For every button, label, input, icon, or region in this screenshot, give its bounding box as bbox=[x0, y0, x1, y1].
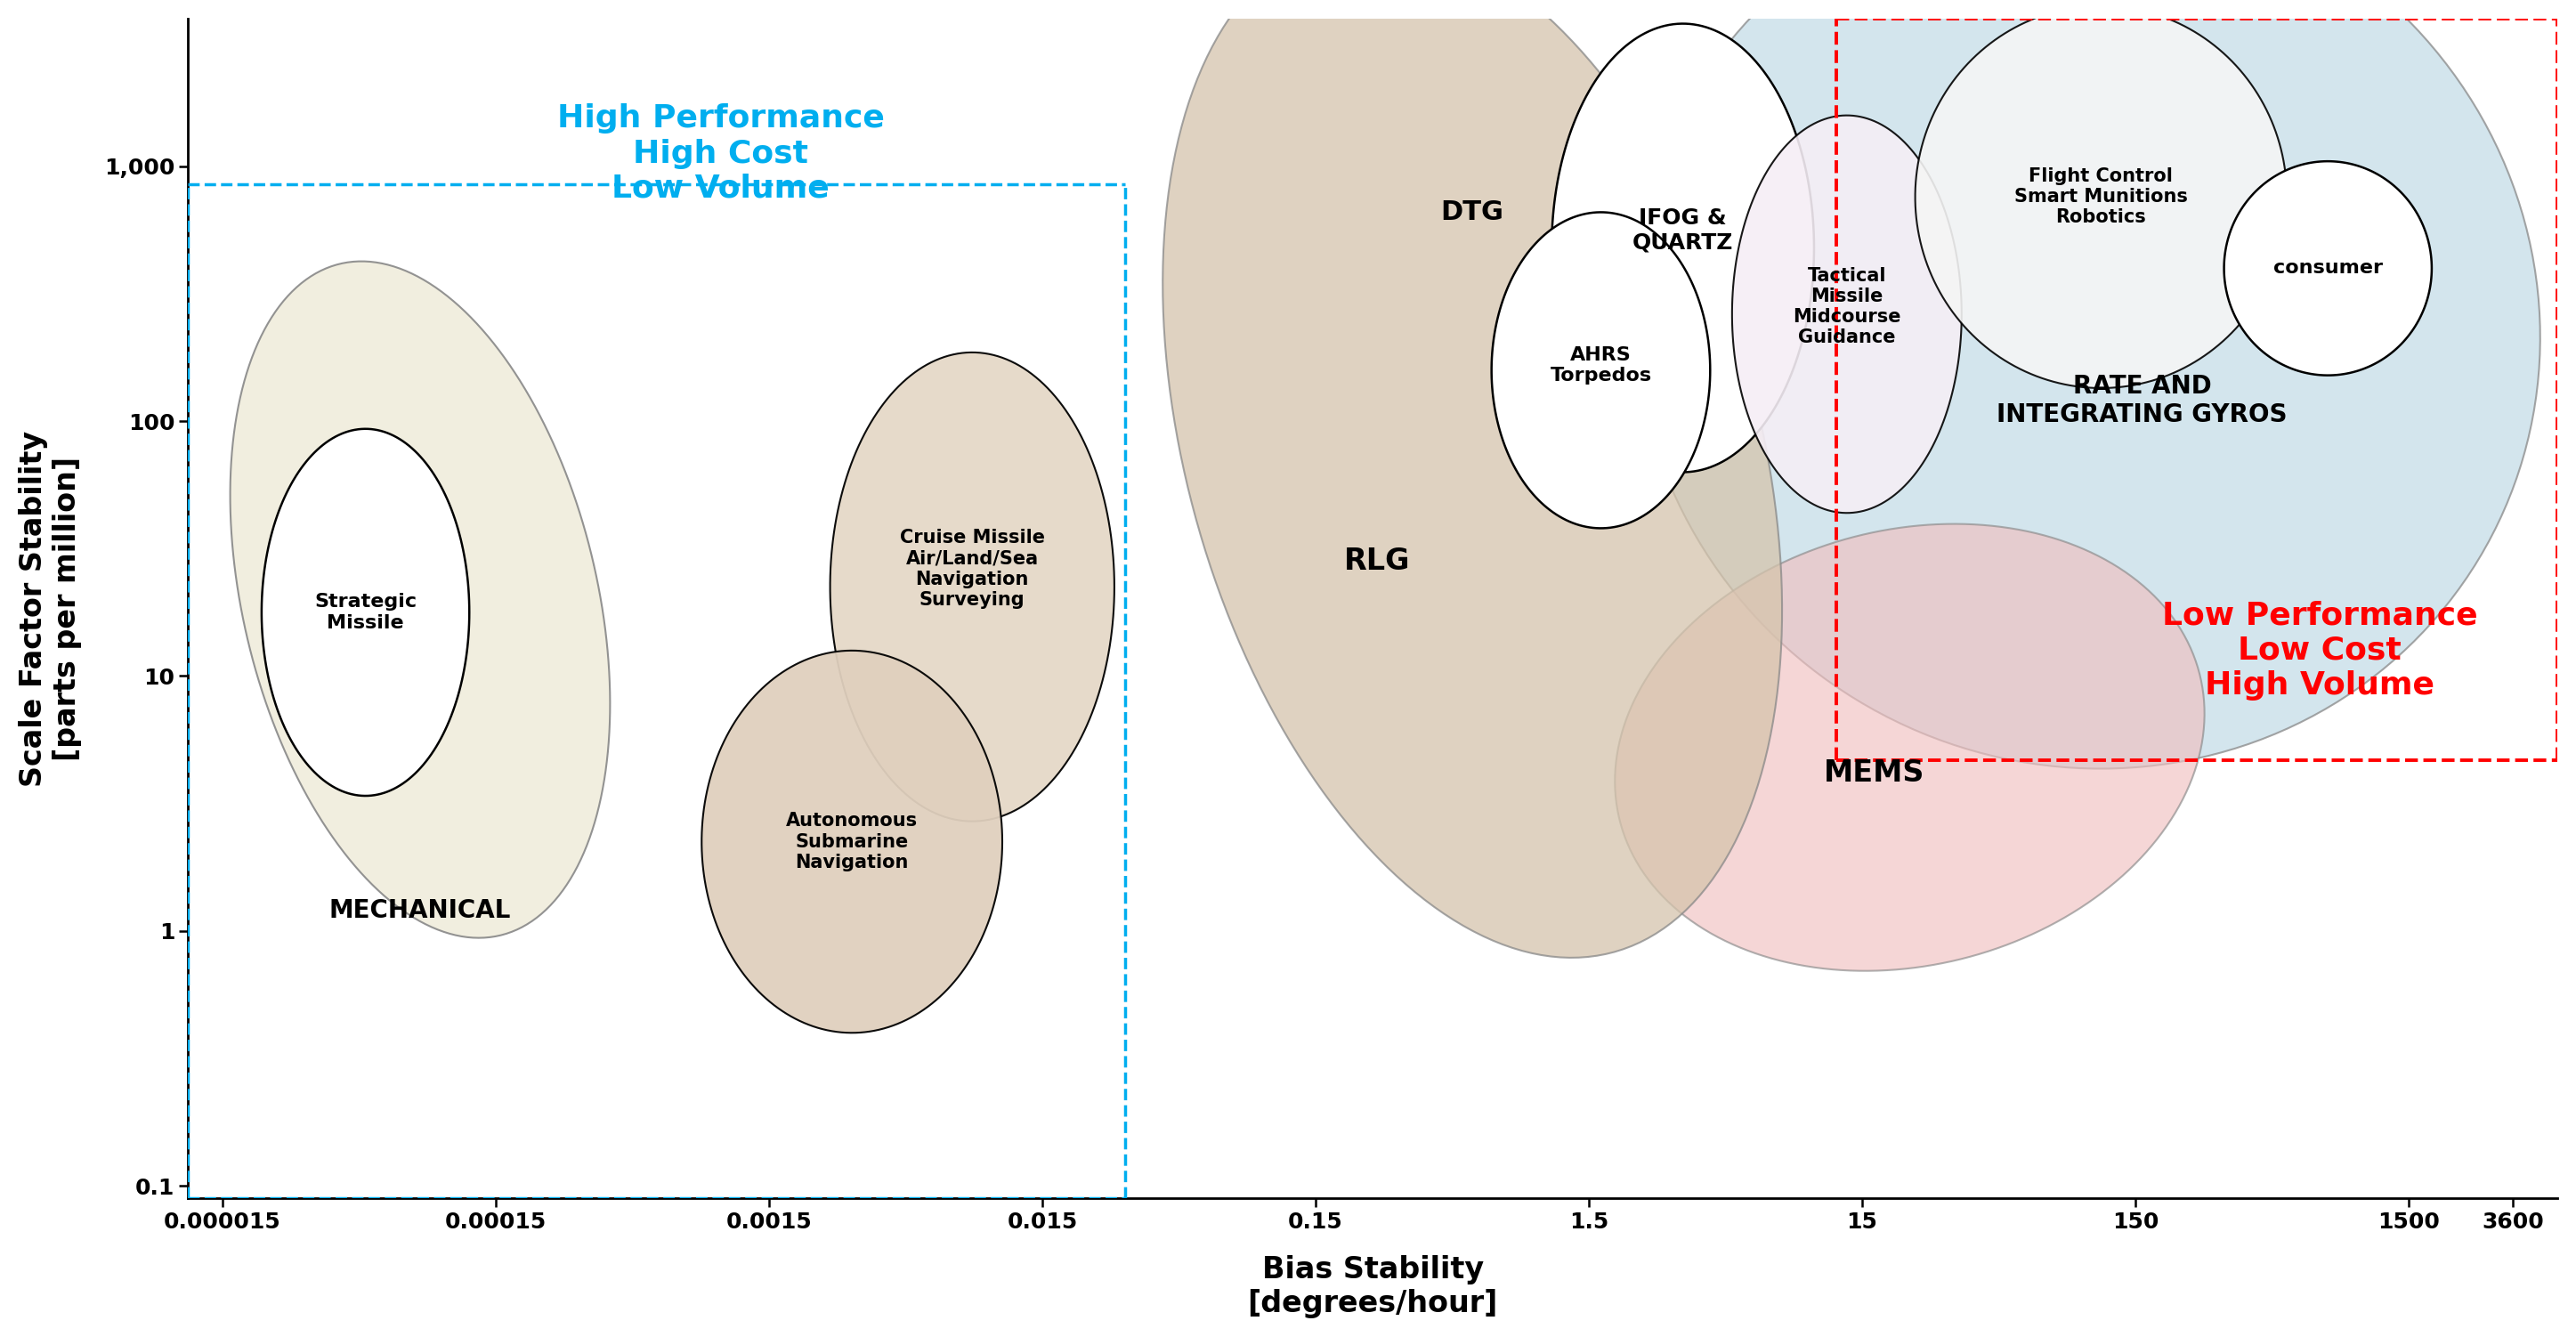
Text: Cruise Missile
Air/Land/Sea
Navigation
Surveying: Cruise Missile Air/Land/Sea Navigation S… bbox=[899, 529, 1046, 608]
Text: AHRS
Torpedos: AHRS Torpedos bbox=[1551, 346, 1651, 384]
Text: MEMS: MEMS bbox=[1824, 758, 1924, 787]
Text: Strategic
Missile: Strategic Missile bbox=[314, 594, 417, 631]
Text: IFOG &
QUARTZ: IFOG & QUARTZ bbox=[1633, 207, 1734, 253]
PathPatch shape bbox=[229, 261, 611, 937]
PathPatch shape bbox=[1551, 24, 1814, 472]
Text: Flight Control
Smart Munitions
Robotics: Flight Control Smart Munitions Robotics bbox=[2014, 167, 2187, 226]
Text: DTG: DTG bbox=[1440, 199, 1504, 225]
PathPatch shape bbox=[1731, 115, 1963, 513]
Text: MECHANICAL: MECHANICAL bbox=[330, 898, 510, 923]
Text: Tactical
Missile
Midcourse
Guidance: Tactical Missile Midcourse Guidance bbox=[1793, 266, 1901, 346]
Text: Autonomous
Submarine
Navigation: Autonomous Submarine Navigation bbox=[786, 812, 917, 872]
PathPatch shape bbox=[2223, 162, 2432, 376]
Text: RATE AND
INTEGRATING GYROS: RATE AND INTEGRATING GYROS bbox=[1996, 374, 2287, 428]
Text: RLG: RLG bbox=[1345, 547, 1409, 576]
PathPatch shape bbox=[829, 353, 1115, 821]
Text: High Performance
High Cost
Low Volume: High Performance High Cost Low Volume bbox=[556, 103, 884, 203]
X-axis label: Bias Stability
[degrees/hour]: Bias Stability [degrees/hour] bbox=[1247, 1255, 1497, 1318]
Y-axis label: Scale Factor Stability
[parts per million]: Scale Factor Stability [parts per millio… bbox=[18, 431, 82, 786]
Text: Low Performance
Low Cost
High Volume: Low Performance Low Cost High Volume bbox=[2161, 600, 2478, 701]
PathPatch shape bbox=[1636, 0, 2540, 769]
PathPatch shape bbox=[1492, 213, 1710, 528]
PathPatch shape bbox=[701, 651, 1002, 1032]
PathPatch shape bbox=[263, 429, 469, 796]
PathPatch shape bbox=[1162, 0, 1783, 957]
PathPatch shape bbox=[1615, 524, 2205, 971]
PathPatch shape bbox=[1914, 5, 2287, 388]
Text: consumer: consumer bbox=[2272, 259, 2383, 277]
